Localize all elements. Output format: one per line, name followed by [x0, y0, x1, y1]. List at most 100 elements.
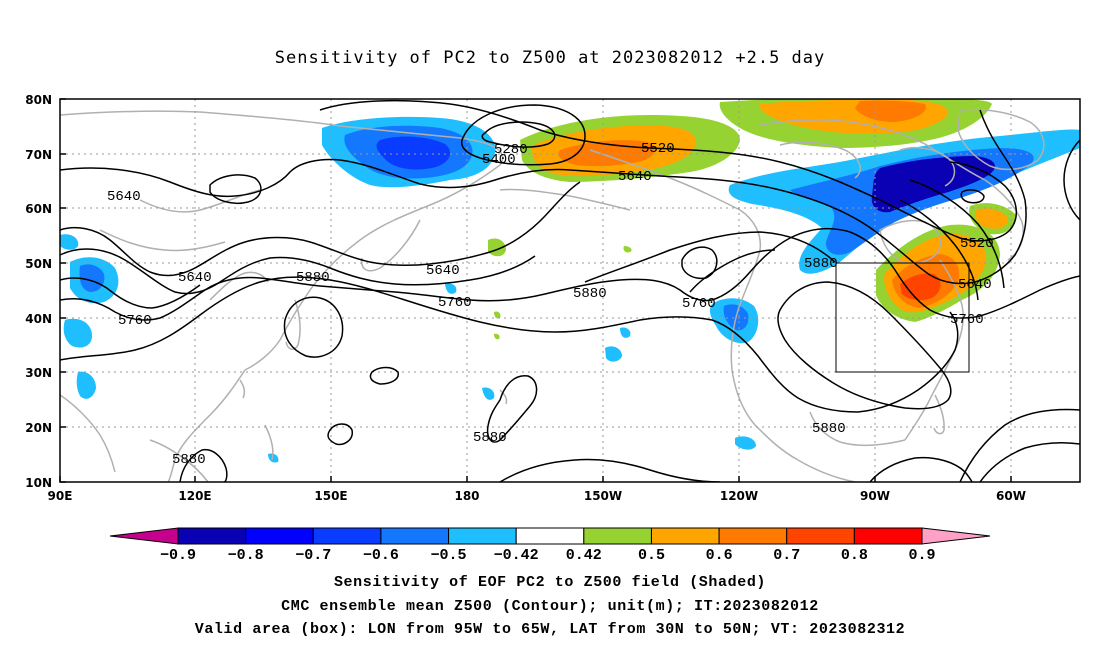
shade-pos-small [494, 311, 501, 319]
contour-label: 5880 [804, 256, 838, 272]
colorbar-segment [448, 527, 517, 545]
colorbar-segment [515, 527, 585, 545]
coast-taiwan [239, 379, 246, 399]
lon-tick-label: 90E [48, 489, 73, 503]
lat-tick-label: 10N [25, 476, 52, 490]
lon-tick-label: 180 [454, 489, 479, 503]
lat-tick-label: 80N [25, 93, 52, 107]
colorbar-segment [650, 527, 720, 545]
colorbar-label: 0.9 [908, 547, 935, 564]
shade-neg-small [268, 453, 279, 463]
coast-florida [933, 394, 945, 435]
contour-label: 5640 [618, 169, 652, 185]
shade-neg-asia-core [79, 264, 105, 292]
shade-pos-small [494, 333, 500, 340]
colorbar-segment [583, 527, 652, 545]
axis-labels: 90E 120E 150E 180 150W 120W 90W 60W 80N 70N 60N 50N… [25, 93, 1026, 503]
colorbar-label: −0.5 [431, 547, 467, 564]
coastlines [60, 108, 1045, 482]
shade-neg-asia-3 [76, 371, 96, 399]
coast-rivers-asia-2 [99, 229, 226, 252]
plot-frame [59, 98, 1081, 483]
coast-se-asia [149, 439, 209, 482]
lat-tick-label: 50N [25, 257, 52, 271]
shade-neg-bering-inner [376, 136, 451, 170]
contour-label: 5640 [958, 277, 992, 293]
colorbar-segment [380, 527, 450, 545]
lat-tick-label: 70N [25, 148, 52, 162]
coast-asia-arctic [60, 110, 504, 166]
contour-extra-1 [60, 248, 536, 295]
contour-5880-small-1 [369, 366, 399, 385]
colorbar-segment [245, 527, 314, 545]
contour-label: 5280 [494, 142, 528, 158]
contour-5880-east3 [869, 456, 973, 482]
colorbar-segment [177, 527, 247, 545]
coast-china [209, 271, 269, 301]
contour-label: 5760 [682, 296, 716, 312]
colorbar-label: −0.6 [363, 547, 399, 564]
lat-tick-label: 60N [25, 202, 52, 216]
lon-tick-label: 150E [314, 489, 347, 503]
contour-5880-small-2 [327, 423, 353, 446]
coast-aleutians [499, 188, 631, 211]
colorbar-high-arrow [921, 527, 991, 545]
coast-east-asia-2 [167, 369, 246, 482]
coast-na-west [730, 249, 799, 461]
shade-neg-small [482, 387, 495, 400]
contour-label: 5520 [960, 236, 994, 252]
colorbar-segment [718, 527, 788, 545]
coast-greenland [957, 108, 1045, 171]
contour-label: 5640 [178, 270, 212, 286]
lon-tick-label: 120E [178, 489, 211, 503]
figure-title: Sensitivity of PC2 to Z500 at 2023082012… [274, 48, 826, 68]
lon-tick-label: 60W [996, 489, 1026, 503]
contour-extra-6 [909, 179, 1005, 289]
shade-pos-small [623, 246, 632, 253]
colorbar-label: −0.8 [228, 547, 264, 564]
shade-neg-asia-4 [60, 234, 79, 250]
coast-rivers-asia [139, 189, 261, 213]
shaded-negative-fields [60, 116, 1080, 463]
coast-hawaii [499, 389, 508, 405]
lon-tick-label: 120W [720, 489, 758, 503]
contour-5520-north [319, 99, 1017, 242]
contour-5880-pacific-2 [486, 375, 538, 443]
shade-neg-small [620, 327, 631, 338]
contour-label: 5520 [641, 141, 675, 157]
contour-extra-4 [689, 249, 776, 293]
colorbar-low-arrow [109, 527, 179, 545]
colorbar-label: −0.42 [494, 547, 539, 564]
colorbar-label: 0.6 [706, 547, 733, 564]
contour-extra-3 [584, 231, 836, 283]
contour-label: 5880 [296, 270, 330, 286]
contour-5880-east [959, 408, 1080, 482]
contour-label: 5400 [482, 152, 516, 168]
contour-extra-7 [1063, 139, 1080, 221]
coast-arctic-islands [779, 141, 861, 179]
contour-low-nw-us [681, 246, 718, 280]
coast-central-america [797, 459, 856, 482]
contour-label: 5880 [172, 452, 206, 468]
contour-label: 5760 [438, 295, 472, 311]
colorbar-label: −0.7 [295, 547, 331, 564]
colorbar-segment [312, 527, 382, 545]
lat-tick-label: 30N [25, 366, 52, 380]
contour-extra-2 [60, 277, 201, 309]
footer-line-2: CMC ensemble mean Z500 (Contour); unit(m… [281, 598, 819, 615]
shade-pos-atlantic-2-core [975, 208, 1008, 229]
colorbar-label: 0.5 [638, 547, 665, 564]
coast-kamchatka [360, 219, 421, 272]
footer-line-3: Valid area (box): LON from 95W to 65W, L… [194, 621, 906, 638]
colorbar: −0.9 −0.8 −0.7 −0.6 −0.5 −0.42 0.42 0.5 0.6 0.7 0.… [109, 527, 991, 564]
contour-label: 5640 [107, 189, 141, 205]
valid-area-box [835, 262, 970, 373]
colorbar-segment [786, 527, 855, 545]
coast-gulf [809, 411, 906, 447]
coast-india [60, 394, 116, 473]
shade-neg-small [735, 436, 756, 450]
colorbar-label: 0.42 [566, 547, 602, 564]
contour-5880-dome [777, 281, 952, 410]
